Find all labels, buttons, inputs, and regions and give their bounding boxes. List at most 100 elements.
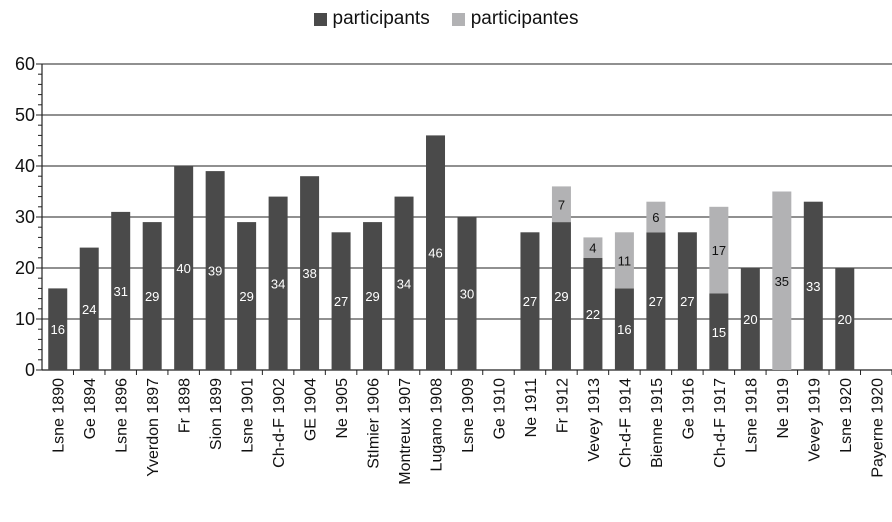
bar-label-participants-1: 24 [82, 302, 96, 317]
legend-item-participantes: participantes [451, 8, 579, 30]
x-tick-label-25: Lsne 1920 [838, 378, 855, 453]
x-tick-label-3: Yverdon 1897 [145, 378, 162, 477]
bar-label-participantes-17: 4 [589, 241, 596, 256]
bar-label-participants-20: 27 [680, 294, 694, 309]
x-tick-label-1: Ge 1894 [82, 378, 99, 439]
bar-participants-3 [142, 222, 162, 370]
y-tick-label-30: 30 [15, 207, 35, 227]
y-tick-label-60: 60 [15, 54, 35, 74]
y-tick-label-20: 20 [15, 258, 35, 278]
bar-participants-10 [363, 222, 383, 370]
x-tick-label-8: GE 1904 [303, 378, 320, 441]
bar-label-participants-18: 16 [617, 322, 631, 337]
x-tick-label-21: Ch-d-F 1917 [712, 378, 729, 468]
x-tick-label-11: Montreux 1907 [397, 378, 414, 485]
x-tick-label-6: Lsne 1901 [240, 378, 257, 453]
bar-participants-5 [205, 171, 225, 370]
x-tick-label-7: Ch-d-F 1902 [271, 378, 288, 468]
bar-label-participants-21: 15 [712, 325, 726, 340]
bar-label-participants-19: 27 [649, 294, 663, 309]
bar-participants-15 [520, 232, 540, 370]
bar-participantes-19 [646, 201, 666, 233]
x-tick-label-12: Lugano 1908 [429, 378, 446, 472]
bar-label-participants-25: 20 [838, 312, 852, 327]
bar-participantes-17 [583, 237, 603, 258]
x-tick-label-10: StImier 1906 [366, 378, 383, 469]
x-tick-label-5: Sion 1899 [208, 378, 225, 450]
bar-participants-4 [174, 166, 194, 370]
bar-participants-20 [677, 232, 697, 370]
x-tick-label-16: Fr 1912 [554, 378, 571, 433]
x-tick-label-24: Vevey 1919 [806, 378, 823, 462]
bar-label-participants-0: 16 [51, 322, 65, 337]
bar-participantes-18 [614, 232, 634, 289]
bar-label-participants-8: 38 [302, 266, 316, 281]
x-tick-label-19: Bienne 1915 [649, 378, 666, 468]
bar-participants-21 [709, 293, 729, 370]
bar-participants-17 [583, 257, 603, 370]
bar-participants-6 [237, 222, 257, 370]
bar-participants-12 [426, 135, 446, 370]
bar-label-participants-5: 39 [208, 264, 222, 279]
bar-participantes-16 [551, 186, 571, 223]
bar-participants-11 [394, 196, 414, 370]
x-tick-label-15: Ne 1911 [523, 378, 540, 437]
y-tick-label-0: 0 [25, 360, 35, 380]
bar-label-participantes-23: 35 [775, 274, 789, 289]
legend-swatch-participantes [451, 12, 465, 26]
y-tick-label-50: 50 [15, 105, 35, 125]
bar-participants-19 [646, 232, 666, 370]
bar-participantes-23 [772, 191, 792, 370]
bar-label-participants-15: 27 [523, 294, 537, 309]
bar-participants-13 [457, 217, 477, 370]
bar-label-participantes-18: 11 [618, 253, 632, 268]
x-tick-label-2: Lsne 1896 [114, 378, 131, 453]
y-tick-label-40: 40 [15, 156, 35, 176]
bar-label-participants-17: 22 [586, 307, 600, 322]
bar-label-participants-10: 29 [365, 289, 379, 304]
x-tick-label-20: Ge 1916 [680, 378, 697, 439]
bar-participants-8 [300, 176, 320, 370]
bar-label-participants-2: 31 [113, 284, 127, 299]
x-tick-label-9: Ne 1905 [334, 378, 351, 439]
bar-label-participants-9: 27 [334, 294, 348, 309]
bar-participants-22 [740, 268, 760, 370]
x-tick-label-18: Ch-d-F 1914 [617, 378, 634, 468]
bar-label-participants-12: 46 [428, 246, 442, 261]
bar-label-participants-11: 34 [397, 276, 411, 291]
bar-label-participants-16: 29 [554, 289, 568, 304]
x-tick-label-13: Lsne 1909 [460, 378, 477, 453]
bar-participants-1 [79, 247, 99, 370]
bar-label-participants-6: 29 [239, 289, 253, 304]
bar-label-participants-24: 33 [806, 279, 820, 294]
bar-participants-7 [268, 196, 288, 370]
legend: participants participantes [0, 8, 892, 30]
x-tick-label-26: Payerne 1920 [869, 378, 886, 478]
x-tick-label-14: Ge 1910 [491, 378, 508, 439]
bar-label-participantes-16: 7 [558, 197, 565, 212]
bar-participants-0 [48, 288, 68, 370]
bar-participants-24 [803, 201, 823, 370]
x-tick-label-17: Vevey 1913 [586, 378, 603, 462]
x-tick-label-0: Lsne 1890 [51, 378, 68, 453]
legend-item-participants: participants [313, 8, 430, 30]
bar-participants-2 [111, 211, 131, 370]
legend-label-participantes: participantes [470, 8, 579, 29]
legend-swatch-participants [313, 12, 327, 26]
x-tick-label-23: Ne 1919 [775, 378, 792, 439]
bar-label-participants-3: 29 [145, 289, 159, 304]
bar-label-participantes-19: 6 [652, 210, 659, 225]
bar-label-participants-22: 20 [743, 312, 757, 327]
legend-label-participants: participants [332, 8, 430, 29]
bar-participantes-21 [709, 206, 729, 294]
bar-label-participants-13: 30 [460, 287, 474, 302]
y-tick-label-10: 10 [15, 309, 35, 329]
x-tick-label-4: Fr 1898 [177, 378, 194, 433]
bar-participants-16 [551, 222, 571, 370]
bar-participants-25 [835, 268, 855, 370]
bar-participants-9 [331, 232, 351, 370]
bar-participants-18 [614, 288, 634, 370]
bar-label-participants-7: 34 [271, 276, 285, 291]
bar-label-participantes-21: 17 [712, 243, 726, 258]
